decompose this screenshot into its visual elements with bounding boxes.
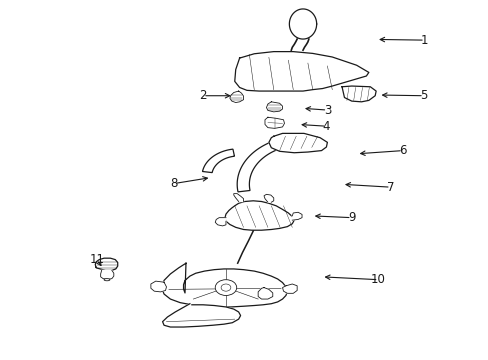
Polygon shape bbox=[268, 134, 327, 153]
Polygon shape bbox=[292, 212, 302, 220]
Polygon shape bbox=[266, 102, 282, 112]
Text: 11: 11 bbox=[90, 253, 104, 266]
Polygon shape bbox=[341, 86, 375, 102]
Text: 3: 3 bbox=[323, 104, 330, 117]
Text: 9: 9 bbox=[347, 211, 355, 224]
Polygon shape bbox=[282, 284, 297, 293]
Polygon shape bbox=[289, 9, 316, 39]
Polygon shape bbox=[95, 258, 118, 270]
Polygon shape bbox=[258, 288, 272, 299]
Polygon shape bbox=[202, 149, 234, 172]
Polygon shape bbox=[161, 263, 287, 307]
Text: 7: 7 bbox=[386, 181, 394, 194]
Text: 1: 1 bbox=[420, 33, 428, 47]
Polygon shape bbox=[229, 91, 243, 103]
Polygon shape bbox=[233, 194, 243, 202]
Polygon shape bbox=[162, 304, 240, 327]
Polygon shape bbox=[264, 194, 273, 202]
Text: 10: 10 bbox=[370, 273, 385, 286]
Polygon shape bbox=[264, 117, 284, 129]
Polygon shape bbox=[224, 201, 294, 230]
Polygon shape bbox=[234, 51, 368, 91]
Polygon shape bbox=[215, 218, 225, 226]
Text: 6: 6 bbox=[398, 144, 406, 157]
Text: 8: 8 bbox=[170, 177, 177, 190]
Polygon shape bbox=[151, 281, 166, 292]
Ellipse shape bbox=[104, 279, 110, 281]
Polygon shape bbox=[237, 136, 294, 192]
Circle shape bbox=[215, 280, 236, 296]
Text: 5: 5 bbox=[419, 89, 427, 102]
Polygon shape bbox=[101, 270, 114, 279]
Circle shape bbox=[221, 284, 230, 291]
Text: 2: 2 bbox=[199, 89, 206, 102]
Text: 4: 4 bbox=[322, 120, 329, 133]
